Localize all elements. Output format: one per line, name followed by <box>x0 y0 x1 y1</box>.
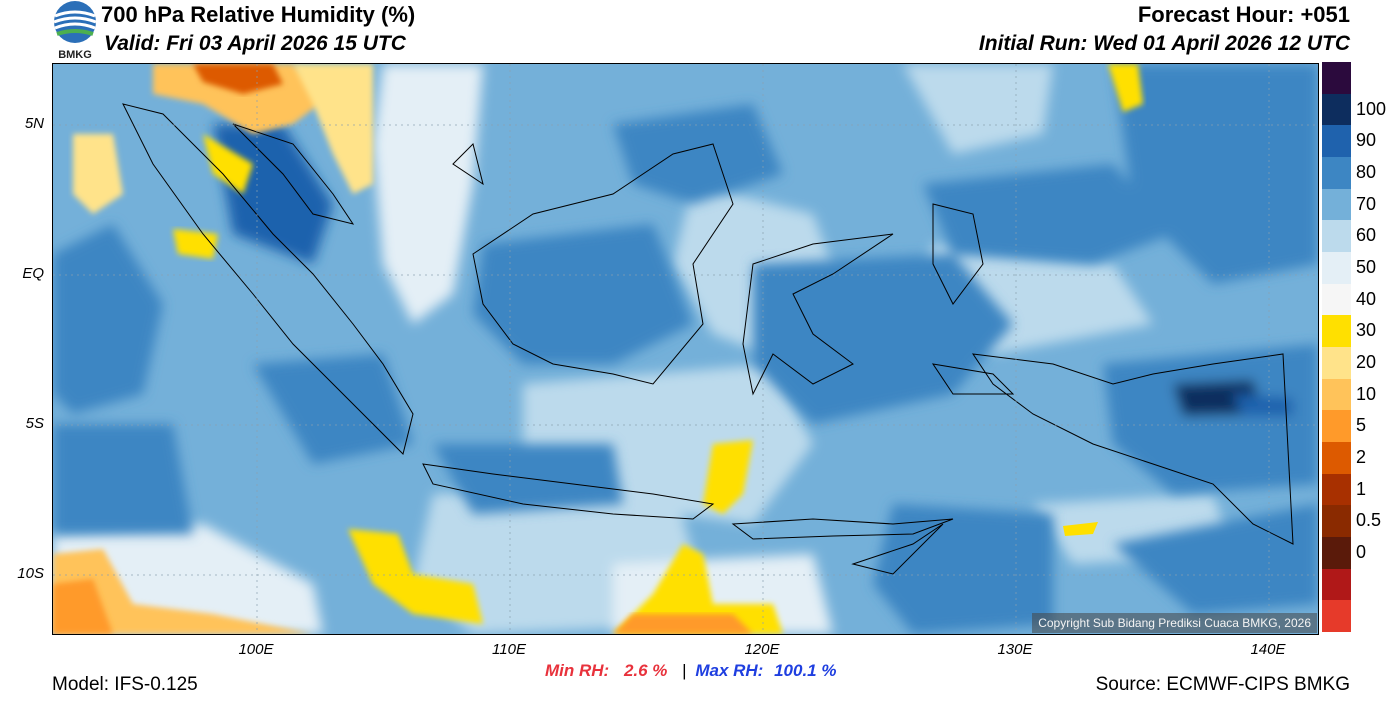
colorbar-label: 1 <box>1356 478 1367 499</box>
seram-outline <box>931 363 1015 395</box>
borneo-outline <box>472 143 734 385</box>
malaysia-outline <box>232 123 355 225</box>
max-rh-value: 100.1 % <box>774 661 837 680</box>
colorbar-swatch <box>1322 125 1351 158</box>
papua-outline <box>971 353 1294 545</box>
lat-label-5s: 5S <box>25 415 44 432</box>
colorbar-swatch <box>1322 473 1351 506</box>
lat-label-10s: 10S <box>17 565 44 582</box>
sumatra-outline <box>122 103 414 455</box>
colorbar-swatch <box>1322 220 1351 253</box>
humidity-map: Copyright Sub Bidang Prediksi Cuaca BMKG… <box>52 63 1319 635</box>
colorbar-swatch <box>1322 283 1351 316</box>
islands-outline <box>452 143 484 186</box>
colorbar-label: 30 <box>1356 320 1377 341</box>
halmahera-outline <box>932 203 984 305</box>
sulawesi-outline <box>742 233 894 396</box>
lon-label-120e: 120E <box>744 641 780 658</box>
stats-separator: | <box>682 661 687 680</box>
colorbar-swatch <box>1322 62 1351 95</box>
colorbar-swatch <box>1322 315 1351 348</box>
lat-label-5n: 5N <box>24 115 44 132</box>
colorbar-swatch <box>1322 378 1351 411</box>
copyright-note: Copyright Sub Bidang Prediksi Cuaca BMKG… <box>1032 613 1317 633</box>
colorbar-swatch <box>1322 537 1351 570</box>
lon-label-130e: 130E <box>997 641 1033 658</box>
lat-label-eq: EQ <box>22 265 44 282</box>
colorbar-swatch <box>1322 157 1351 190</box>
colorbar-label: 5 <box>1356 415 1367 436</box>
map-svg <box>53 64 1318 634</box>
lon-label-100e: 100E <box>238 641 274 658</box>
valid-time: Valid: Fri 03 April 2026 15 UTC <box>104 32 406 55</box>
colorbar-swatch <box>1322 442 1351 475</box>
logo-text: BMKG <box>58 49 92 60</box>
colorbar-label: 100 <box>1356 98 1387 119</box>
colorbar-label: 0.5 <box>1356 510 1382 531</box>
coastlines <box>122 103 1294 575</box>
colorbar-swatch <box>1322 600 1351 633</box>
timor-outline <box>851 523 944 575</box>
colorbar-label: 70 <box>1356 193 1377 214</box>
java-outline <box>422 463 715 520</box>
colorbar-label: 0 <box>1356 541 1367 562</box>
colorbar-swatch <box>1322 505 1351 538</box>
colorbar-label: 60 <box>1356 225 1377 246</box>
colorbar-label: 80 <box>1356 161 1377 182</box>
colorbar-swatch <box>1322 93 1351 126</box>
min-rh-value: 2.6 % <box>623 661 668 680</box>
colorbar-swatch <box>1322 188 1351 221</box>
colorbar-label: 2 <box>1356 446 1367 467</box>
min-rh-label: Min RH: <box>545 661 610 680</box>
model-name: Model: IFS-0.125 <box>52 674 198 695</box>
rh-stats: Min RH: 2.6 % | Max RH: 100.1 % <box>545 661 836 681</box>
lon-label-110e: 110E <box>492 641 526 658</box>
dry-areas <box>53 64 1143 634</box>
lon-label-140e: 140E <box>1250 641 1286 658</box>
colorbar-swatch <box>1322 568 1351 601</box>
colorbar <box>1322 62 1351 633</box>
colorbar-label: 50 <box>1356 256 1377 277</box>
initial-run: Initial Run: Wed 01 April 2026 12 UTC <box>978 32 1350 55</box>
colorbar-swatch <box>1322 252 1351 285</box>
colorbar-label: 20 <box>1356 351 1377 372</box>
bmkg-logo: BMKG <box>49 0 101 61</box>
forecast-hour: Forecast Hour: +051 <box>1137 2 1350 27</box>
chart-title: 700 hPa Relative Humidity (%) <box>101 2 416 27</box>
colorbar-label: 10 <box>1356 383 1377 404</box>
data-source: Source: ECMWF-CIPS BMKG <box>1095 674 1350 695</box>
colorbar-swatch <box>1322 410 1351 443</box>
graticule <box>53 64 1318 634</box>
colorbar-swatch <box>1322 347 1351 380</box>
colorbar-label: 90 <box>1356 130 1377 151</box>
colorbar-label: 40 <box>1356 288 1377 309</box>
max-rh-label: Max RH: <box>695 661 764 680</box>
nusa-tenggara-outline <box>731 518 954 540</box>
high-humidity-areas <box>53 64 1318 634</box>
